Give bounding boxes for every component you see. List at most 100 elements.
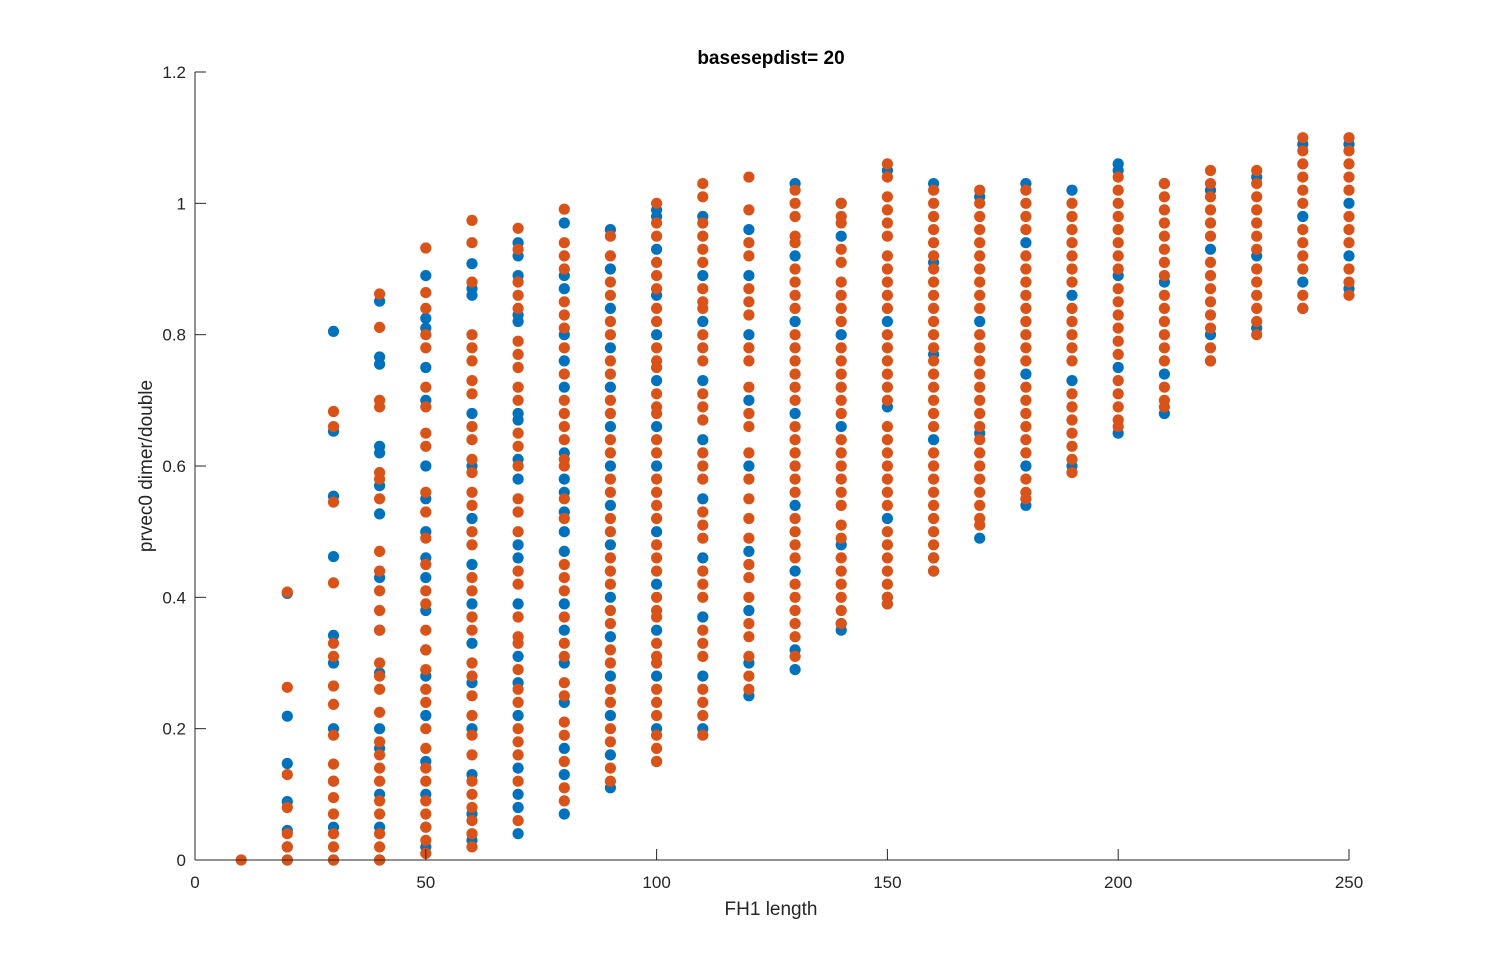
scatter-point-series-1 — [512, 473, 524, 485]
scatter-point-series-2 — [558, 512, 570, 525]
scatter-point-series-2 — [512, 578, 524, 590]
scatter-point-series-2 — [789, 237, 801, 249]
scatter-point-series-2 — [1251, 263, 1263, 275]
scatter-point-series-2 — [697, 217, 709, 229]
scatter-point-series-2 — [604, 618, 617, 630]
scatter-point-series-2 — [881, 204, 894, 216]
scatter-point-series-2 — [881, 302, 894, 314]
scatter-point-series-2 — [974, 355, 986, 367]
scatter-point-series-1 — [558, 769, 570, 781]
scatter-point-series-2 — [1020, 394, 1032, 406]
scatter-point-series-2 — [974, 381, 986, 393]
scatter-point-series-2 — [881, 394, 894, 406]
scatter-point-series-1 — [789, 664, 801, 676]
scatter-point-series-2 — [928, 394, 940, 406]
scatter-point-series-1 — [374, 723, 386, 735]
scatter-point-series-2 — [974, 499, 986, 511]
scatter-point-series-1 — [512, 788, 524, 800]
scatter-point-series-2 — [558, 585, 570, 597]
scatter-point-series-2 — [835, 447, 847, 459]
scatter-point-series-2 — [281, 681, 293, 693]
scatter-point-series-2 — [1066, 440, 1078, 452]
scatter-point-series-2 — [1158, 401, 1170, 413]
scatter-point-series-2 — [420, 329, 432, 341]
scatter-point-series-2 — [881, 381, 894, 393]
scatter-point-series-1 — [558, 742, 570, 755]
scatter-point-series-2 — [420, 381, 432, 393]
scatter-point-series-2 — [651, 696, 663, 709]
scatter-point-series-2 — [604, 644, 617, 656]
scatter-point-series-1 — [604, 631, 617, 643]
scatter-point-series-2 — [604, 723, 617, 735]
scatter-point-series-2 — [512, 526, 524, 538]
scatter-point-series-1 — [558, 355, 570, 367]
scatter-point-series-2 — [1297, 237, 1309, 249]
scatter-point-series-2 — [327, 808, 340, 820]
scatter-point-series-2 — [1251, 329, 1263, 341]
scatter-point-series-2 — [1158, 217, 1170, 229]
scatter-point-series-2 — [281, 828, 293, 840]
scatter-point-series-2 — [743, 355, 755, 367]
scatter-point-series-1 — [281, 710, 293, 722]
scatter-point-series-2 — [466, 801, 478, 814]
scatter-point-series-2 — [420, 401, 432, 413]
scatter-point-series-2 — [466, 237, 478, 249]
scatter-point-series-1 — [743, 224, 755, 236]
scatter-point-series-1 — [512, 709, 524, 722]
scatter-point-series-1 — [466, 258, 478, 270]
scatter-point-series-2 — [928, 486, 940, 498]
scatter-point-series-2 — [1204, 355, 1217, 367]
scatter-point-series-2 — [420, 821, 432, 833]
scatter-point-series-1 — [1020, 460, 1032, 472]
scatter-point-series-2 — [1158, 178, 1170, 190]
scatter-point-series-2 — [558, 572, 570, 584]
scatter-point-series-2 — [697, 473, 709, 485]
scatter-point-series-2 — [466, 585, 478, 597]
scatter-point-series-1 — [651, 624, 663, 636]
scatter-point-series-2 — [558, 729, 570, 741]
scatter-point-series-1 — [974, 532, 986, 544]
scatter-point-series-2 — [1112, 283, 1124, 295]
scatter-point-series-2 — [466, 276, 478, 288]
scatter-point-series-2 — [697, 637, 709, 649]
scatter-point-series-2 — [697, 329, 709, 341]
scatter-point-series-2 — [604, 526, 617, 538]
scatter-point-series-1 — [697, 375, 709, 387]
scatter-point-series-2 — [881, 526, 894, 538]
scatter-point-series-2 — [789, 578, 801, 590]
scatter-point-series-2 — [743, 572, 755, 584]
scatter-point-series-2 — [697, 401, 709, 413]
scatter-point-series-1 — [743, 545, 755, 558]
scatter-point-series-2 — [835, 315, 847, 328]
x-ticks: 0 50 100 150 200 250 — [190, 849, 1363, 892]
scatter-point-series-2 — [1020, 302, 1032, 314]
scatter-point-series-1 — [466, 289, 478, 301]
scatter-point-series-2 — [1066, 427, 1078, 439]
scatter-point-series-2 — [928, 552, 940, 564]
scatter-point-series-2 — [1343, 158, 1355, 170]
scatter-point-series-2 — [651, 388, 663, 400]
scatter-point-series-2 — [512, 440, 524, 452]
scatter-point-series-2 — [1251, 217, 1263, 229]
scatter-point-series-2 — [928, 289, 940, 301]
scatter-point-series-2 — [789, 263, 801, 275]
scatter-point-series-2 — [1297, 158, 1309, 170]
scatter-point-series-1 — [789, 250, 801, 262]
scatter-point-series-2 — [697, 414, 709, 426]
scatter-point-series-2 — [697, 230, 709, 242]
scatter-point-series-2 — [466, 815, 478, 827]
scatter-point-series-2 — [420, 242, 432, 254]
scatter-point-series-2 — [466, 709, 478, 722]
scatter-point-series-2 — [558, 690, 570, 702]
scatter-point-series-2 — [1204, 191, 1217, 203]
scatter-point-series-2 — [1112, 388, 1124, 400]
scatter-point-series-2 — [604, 762, 617, 774]
y-ticks: 0 0.2 0.4 0.6 0.8 1 1.2 — [162, 63, 206, 870]
scatter-point-series-1 — [651, 460, 663, 472]
scatter-point-series-2 — [1158, 204, 1170, 216]
scatter-point-series-2 — [1204, 322, 1217, 334]
scatter-point-series-2 — [1297, 302, 1309, 314]
scatter-point-series-2 — [374, 545, 386, 558]
scatter-point-series-2 — [743, 650, 755, 663]
scatter-point-series-2 — [558, 460, 570, 472]
